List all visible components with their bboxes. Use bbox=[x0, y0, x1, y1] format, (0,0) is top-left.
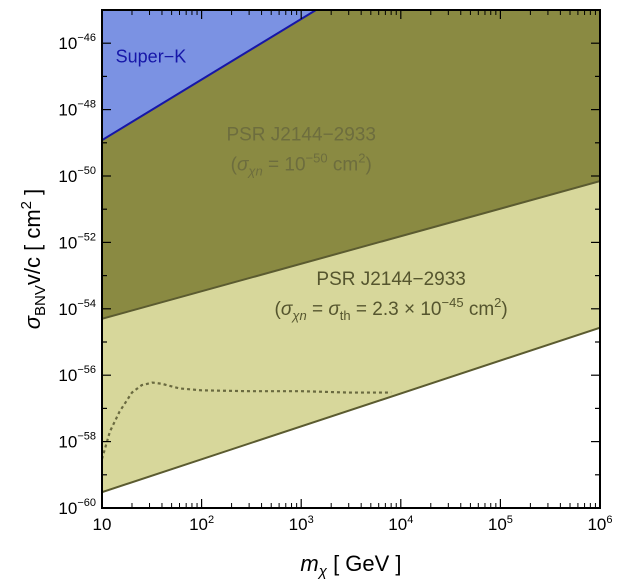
psr-thermal-boundary bbox=[102, 326, 600, 494]
x-tick-base: 10 bbox=[289, 515, 308, 534]
psr-sigma50-region bbox=[102, 10, 600, 319]
paren: ( bbox=[231, 155, 238, 176]
y-axis-sup: 2 bbox=[18, 201, 35, 209]
y-tick-base: 10 bbox=[58, 499, 77, 518]
x-tick-label: 106 bbox=[587, 514, 612, 534]
y-tick-label: 10−46 bbox=[58, 32, 96, 53]
plot-frame bbox=[101, 9, 601, 509]
psr-thermal-label-name: PSR J2144−2933 bbox=[316, 269, 465, 290]
y-tick-exp: −54 bbox=[77, 298, 96, 310]
sigma: σ bbox=[281, 299, 294, 320]
y-tick-base: 10 bbox=[58, 167, 77, 186]
y-axis-rest: v/c [ cm bbox=[20, 209, 45, 285]
unit: cm bbox=[328, 155, 359, 176]
tick-labels: 10 102 103 104 105 10610−4610−4810−5010−5210−… bbox=[58, 32, 612, 534]
y-tick-base: 10 bbox=[58, 433, 77, 452]
unit: cm bbox=[464, 299, 495, 320]
x-tick-base: 10 bbox=[93, 515, 112, 534]
equals: = 10 bbox=[263, 155, 306, 176]
x-tick-label: 10 bbox=[93, 515, 112, 534]
exp: −50 bbox=[306, 151, 328, 166]
dotted-curve bbox=[102, 381, 392, 460]
y-axis-symbol: σ bbox=[20, 315, 45, 329]
y-axis-end: ] bbox=[20, 189, 45, 201]
y-tick-label: 10−60 bbox=[58, 497, 96, 518]
y-tick-exp: −50 bbox=[77, 165, 96, 177]
y-tick-label: 10−48 bbox=[58, 99, 96, 120]
superk-label: Super−K bbox=[116, 46, 187, 66]
y-tick-exp: −46 bbox=[77, 32, 96, 44]
psr-sigma50-boundary bbox=[102, 180, 600, 320]
y-tick-exp: −56 bbox=[77, 364, 96, 376]
unit-exp: 2 bbox=[494, 295, 501, 310]
sigma-sub: χn bbox=[291, 308, 306, 323]
superk-boundary bbox=[102, 10, 318, 142]
y-tick-base: 10 bbox=[58, 101, 77, 120]
equals: = 2.3 × 10 bbox=[351, 299, 442, 320]
y-tick-label: 10−54 bbox=[58, 298, 96, 319]
x-tick-exp: 4 bbox=[407, 514, 413, 526]
x-tick-label: 103 bbox=[289, 514, 314, 534]
y-tick-base: 10 bbox=[58, 34, 77, 53]
x-tick-exp: 2 bbox=[208, 514, 214, 526]
equals: = bbox=[307, 299, 329, 320]
sigma: σ bbox=[237, 155, 250, 176]
y-tick-exp: −60 bbox=[77, 497, 96, 509]
y-tick-base: 10 bbox=[58, 233, 77, 252]
y-tick-exp: −58 bbox=[77, 431, 96, 443]
y-tick-base: 10 bbox=[58, 366, 77, 385]
y-axis-subscript: BNV bbox=[32, 285, 49, 316]
sigma: σ bbox=[328, 299, 341, 320]
y-tick-label: 10−58 bbox=[58, 431, 96, 452]
y-tick-exp: −48 bbox=[77, 99, 96, 111]
x-axis-symbol: m bbox=[300, 551, 318, 576]
paren: ) bbox=[365, 155, 371, 176]
unit-exp: 2 bbox=[358, 151, 365, 166]
x-tick-exp: 3 bbox=[308, 514, 314, 526]
x-tick-base: 10 bbox=[488, 515, 507, 534]
sigma-sub: th bbox=[340, 308, 351, 323]
paren: ( bbox=[275, 299, 282, 320]
y-tick-exp: −52 bbox=[77, 231, 96, 243]
x-tick-label: 105 bbox=[488, 514, 513, 534]
x-tick-exp: 6 bbox=[606, 514, 612, 526]
y-tick-label: 10−50 bbox=[58, 165, 96, 186]
psr-sigma50-label-name: PSR J2144−2933 bbox=[226, 124, 375, 145]
y-axis-title: σBNVv/c [ cm2 ] bbox=[18, 189, 49, 329]
x-tick-label: 102 bbox=[189, 514, 214, 534]
y-tick-label: 10−56 bbox=[58, 364, 96, 385]
x-tick-exp: 5 bbox=[507, 514, 513, 526]
x-axis-unit: [ GeV ] bbox=[333, 551, 401, 576]
psr-sigma50-label-cond: (σχn = 10−50 cm2) bbox=[231, 151, 372, 179]
plot-area bbox=[102, 10, 600, 494]
x-tick-base: 10 bbox=[388, 515, 407, 534]
x-axis-title: mχ [ GeV ] bbox=[300, 551, 401, 579]
axis-ticks bbox=[101, 9, 601, 509]
x-tick-base: 10 bbox=[587, 515, 606, 534]
exp: −45 bbox=[442, 295, 464, 310]
x-tick-base: 10 bbox=[189, 515, 208, 534]
x-tick-label: 104 bbox=[388, 514, 413, 534]
paren: ) bbox=[501, 299, 507, 320]
psr-thermal-label-cond: (σχn = σth = 2.3 × 10−45 cm2) bbox=[275, 295, 508, 323]
y-tick-base: 10 bbox=[58, 300, 77, 319]
sigma-sub: χn bbox=[247, 164, 262, 179]
y-tick-label: 10−52 bbox=[58, 231, 96, 252]
x-axis-subscript: χ bbox=[317, 563, 328, 579]
